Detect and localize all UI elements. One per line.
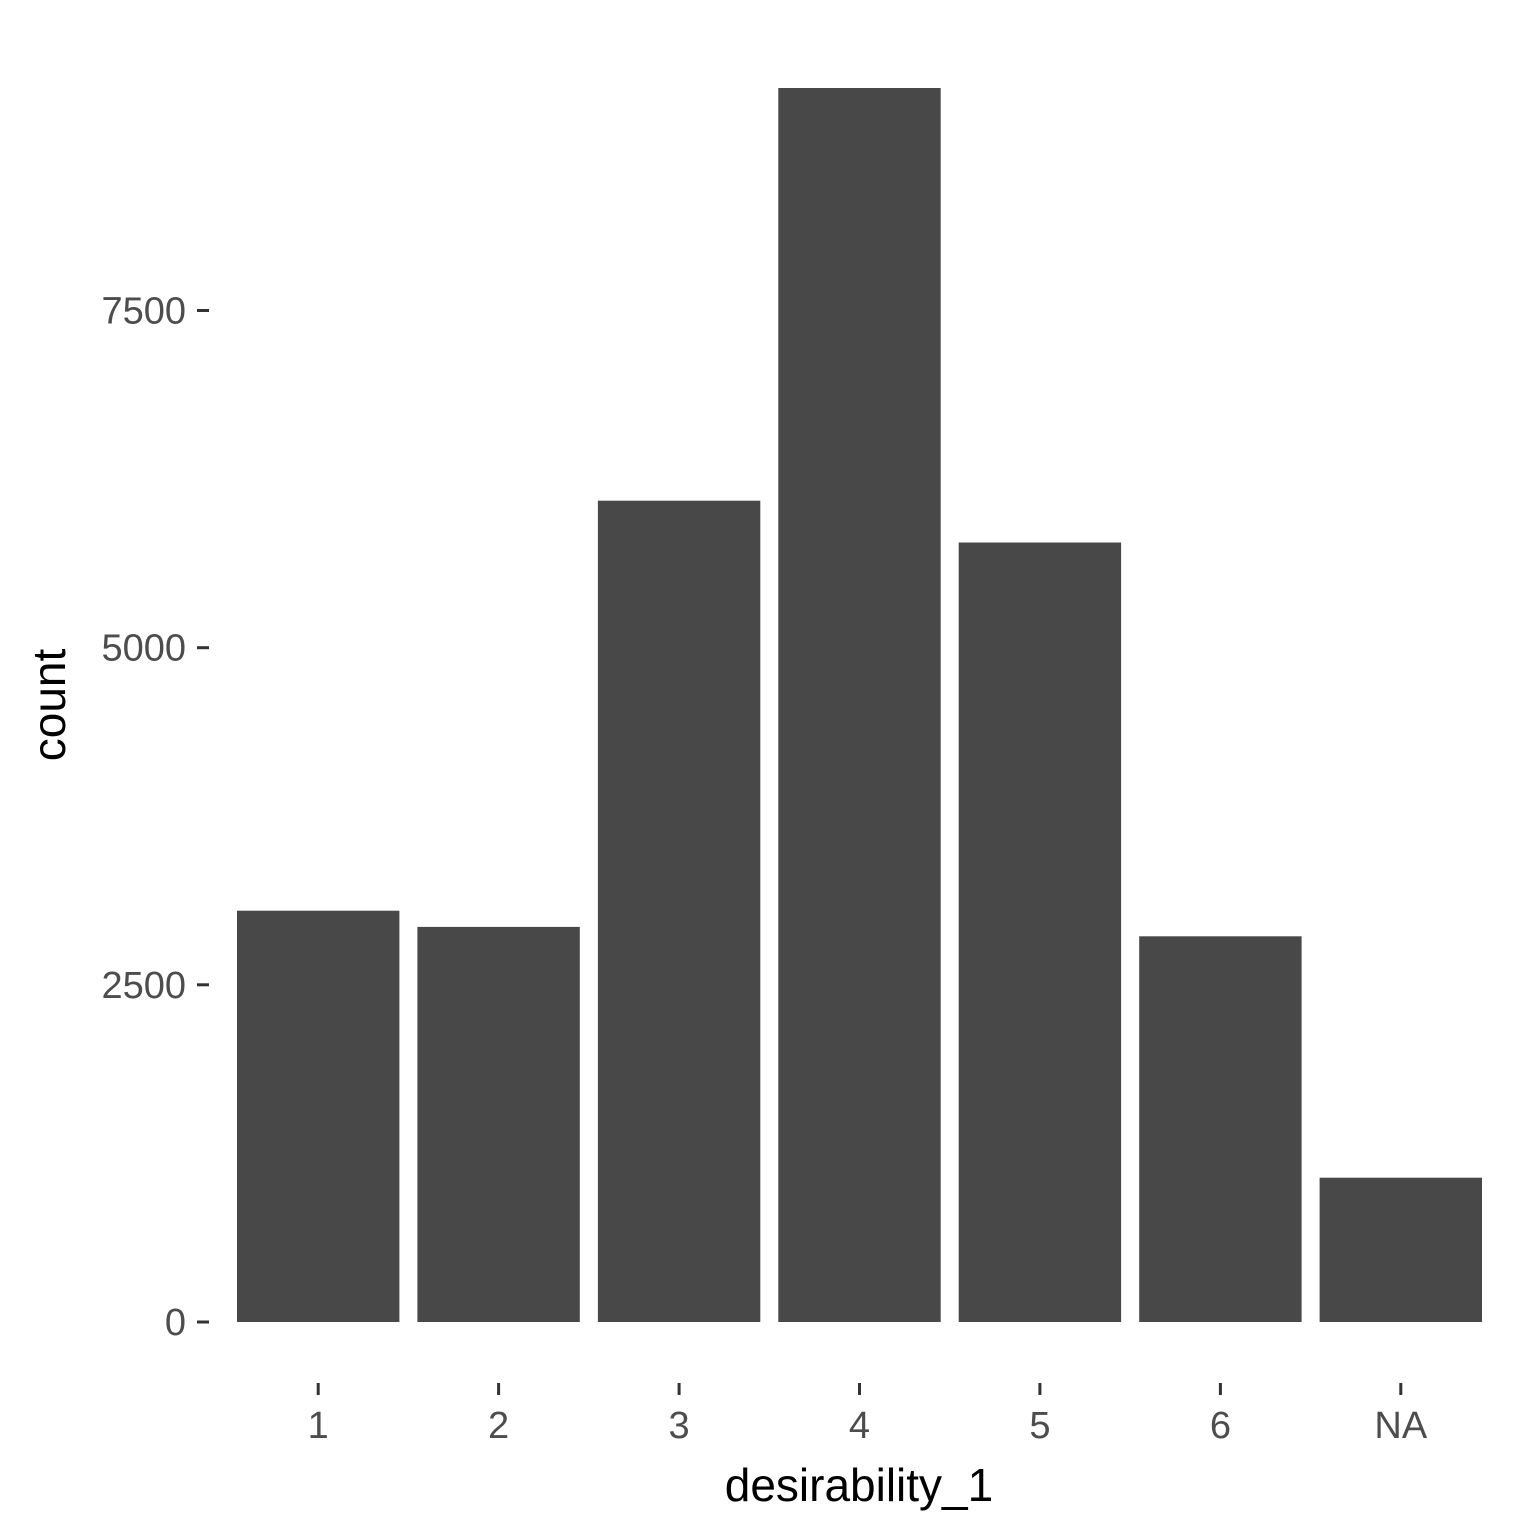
bar-2 (417, 926, 580, 1322)
y-axis-title: count (23, 649, 75, 762)
bar-5 (958, 542, 1122, 1322)
y-tick-label-2500: 2500 (101, 965, 186, 1007)
y-tick-label-5000: 5000 (101, 628, 186, 670)
x-tick-label-2: 2 (488, 1405, 509, 1447)
y-tick-label-0: 0 (165, 1302, 186, 1344)
x-tick-label-1: 1 (308, 1405, 329, 1447)
x-tick-label-6: 6 (1210, 1405, 1231, 1447)
x-tick-label-3: 3 (669, 1405, 690, 1447)
bar-1 (237, 910, 400, 1322)
bar-4 (778, 88, 941, 1322)
y-axis: 0 2500 5000 7500 (101, 291, 209, 1344)
bars-group (237, 88, 1482, 1322)
y-tick-label-7500: 7500 (101, 291, 186, 333)
x-tick-label-4: 4 (849, 1405, 870, 1447)
x-axis: 1 2 3 4 5 6 NA (308, 1383, 1428, 1447)
bar-na (1319, 1177, 1482, 1322)
x-axis-title: desirability_1 (725, 1459, 993, 1511)
x-tick-label-na: NA (1374, 1405, 1427, 1447)
bar-3 (597, 500, 761, 1322)
bar-6 (1139, 936, 1302, 1322)
x-tick-label-5: 5 (1029, 1405, 1050, 1447)
